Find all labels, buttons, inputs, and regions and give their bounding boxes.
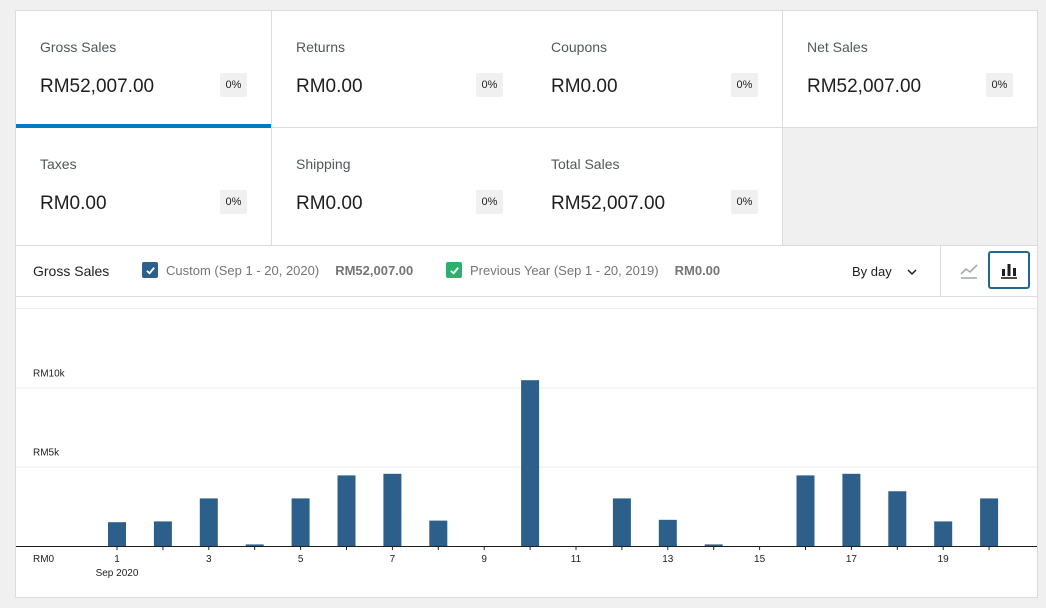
legend-item-current[interactable]: Custom (Sep 1 - 20, 2020) RM52,007.00 bbox=[142, 262, 413, 278]
tile-label: Shipping bbox=[296, 156, 351, 172]
interval-select[interactable]: By day bbox=[852, 264, 918, 279]
x-tick-label: 19 bbox=[938, 554, 950, 565]
x-tick-label: 5 bbox=[298, 554, 304, 565]
chart-title: Gross Sales bbox=[33, 263, 110, 279]
chart-plot-area: RM0RM5kRM10kRM15k135791113151719Sep 2020 bbox=[16, 298, 1037, 596]
bar bbox=[796, 475, 815, 546]
tile-label: Total Sales bbox=[551, 156, 620, 172]
bar bbox=[337, 475, 356, 546]
x-tick-label: 15 bbox=[754, 554, 766, 565]
tile-value: RM52,007.00 bbox=[40, 76, 155, 97]
bar bbox=[108, 522, 126, 546]
legend-label: Previous Year (Sep 1 - 20, 2019) bbox=[470, 262, 659, 278]
bar-chart-icon bbox=[1001, 264, 1017, 279]
bar bbox=[153, 521, 172, 546]
tile-delta-badge: 0% bbox=[986, 73, 1013, 97]
bar bbox=[521, 380, 540, 546]
tile-value: RM52,007.00 bbox=[807, 76, 922, 97]
checkbox-icon[interactable] bbox=[142, 262, 158, 278]
divider bbox=[940, 246, 941, 297]
tile-delta-badge: 0% bbox=[476, 73, 503, 97]
tile-label: Coupons bbox=[551, 39, 608, 55]
legend-item-previous[interactable]: Previous Year (Sep 1 - 20, 2019) RM0.00 bbox=[446, 262, 720, 278]
bar bbox=[704, 544, 723, 546]
tile-value: RM0.00 bbox=[296, 76, 363, 97]
x-tick-label: 13 bbox=[662, 554, 674, 565]
tile-label: Taxes bbox=[40, 156, 77, 172]
tile-delta-badge: 0% bbox=[476, 190, 503, 214]
bar bbox=[291, 498, 310, 546]
checkbox-icon[interactable] bbox=[446, 262, 462, 278]
y-tick-label: RM0 bbox=[33, 554, 55, 565]
tile-taxes[interactable]: Taxes RM0.00 0% bbox=[16, 128, 272, 245]
x-tick-label: 3 bbox=[206, 554, 212, 565]
tile-net-sales[interactable]: Net Sales RM52,007.00 0% bbox=[783, 11, 1037, 128]
tile-delta-badge: 0% bbox=[220, 73, 247, 97]
x-tick-label: 17 bbox=[846, 554, 858, 565]
bar bbox=[934, 521, 953, 546]
legend-label: Custom (Sep 1 - 20, 2020) bbox=[166, 262, 320, 278]
tile-label: Gross Sales bbox=[40, 39, 117, 55]
bar bbox=[658, 519, 677, 546]
y-tick-label: RM5k bbox=[33, 448, 60, 459]
tile-gross-sales[interactable]: Gross Sales RM52,007.00 0% bbox=[16, 11, 272, 128]
tile-empty bbox=[783, 128, 1037, 245]
line-chart-button[interactable] bbox=[948, 251, 990, 289]
tile-delta-badge: 0% bbox=[731, 73, 758, 97]
bar bbox=[980, 498, 999, 546]
bar-chart-button[interactable] bbox=[988, 251, 1030, 289]
tile-shipping[interactable]: Shipping RM0.00 0% bbox=[272, 128, 528, 245]
tile-value: RM0.00 bbox=[40, 193, 107, 214]
x-tick-label: 1 bbox=[114, 554, 120, 565]
x-axis-sublabel: Sep 2020 bbox=[96, 568, 139, 579]
tile-delta-badge: 0% bbox=[220, 190, 247, 214]
tile-label: Returns bbox=[296, 39, 346, 55]
bar bbox=[612, 498, 631, 546]
tile-returns[interactable]: Returns RM0.00 0% bbox=[272, 11, 528, 128]
bar bbox=[842, 473, 861, 546]
bar-chart: RM0RM5kRM10kRM15k135791113151719Sep 2020 bbox=[16, 298, 1037, 579]
stats-summary: Gross Sales RM52,007.00 0% Returns RM0.0… bbox=[15, 10, 1038, 246]
bar bbox=[245, 544, 264, 546]
line-chart-icon bbox=[960, 264, 978, 279]
tile-value: RM52,007.00 bbox=[551, 193, 666, 214]
tile-total-sales[interactable]: Total Sales RM52,007.00 0% bbox=[527, 128, 783, 245]
tile-delta-badge: 0% bbox=[731, 190, 758, 214]
bar bbox=[888, 491, 907, 546]
y-tick-label: RM10k bbox=[33, 368, 66, 379]
x-tick-label: 11 bbox=[571, 554, 582, 565]
x-tick-label: 7 bbox=[390, 554, 396, 565]
tile-value: RM0.00 bbox=[296, 193, 363, 214]
bar bbox=[383, 473, 402, 546]
tile-value: RM0.00 bbox=[551, 76, 618, 97]
legend-total: RM0.00 bbox=[674, 262, 721, 278]
chart-header: Gross Sales Custom (Sep 1 - 20, 2020) RM… bbox=[16, 246, 1037, 297]
tile-label: Net Sales bbox=[807, 39, 868, 55]
interval-label: By day bbox=[852, 264, 892, 279]
tile-coupons[interactable]: Coupons RM0.00 0% bbox=[527, 11, 783, 128]
x-tick-label: 9 bbox=[481, 554, 487, 565]
bar bbox=[199, 498, 218, 546]
chevron-down-icon bbox=[907, 268, 917, 275]
legend-total: RM52,007.00 bbox=[335, 262, 414, 278]
bar bbox=[429, 520, 448, 546]
chart-panel: Gross Sales Custom (Sep 1 - 20, 2020) RM… bbox=[15, 246, 1038, 598]
y-tick-label: RM15k bbox=[33, 298, 66, 300]
